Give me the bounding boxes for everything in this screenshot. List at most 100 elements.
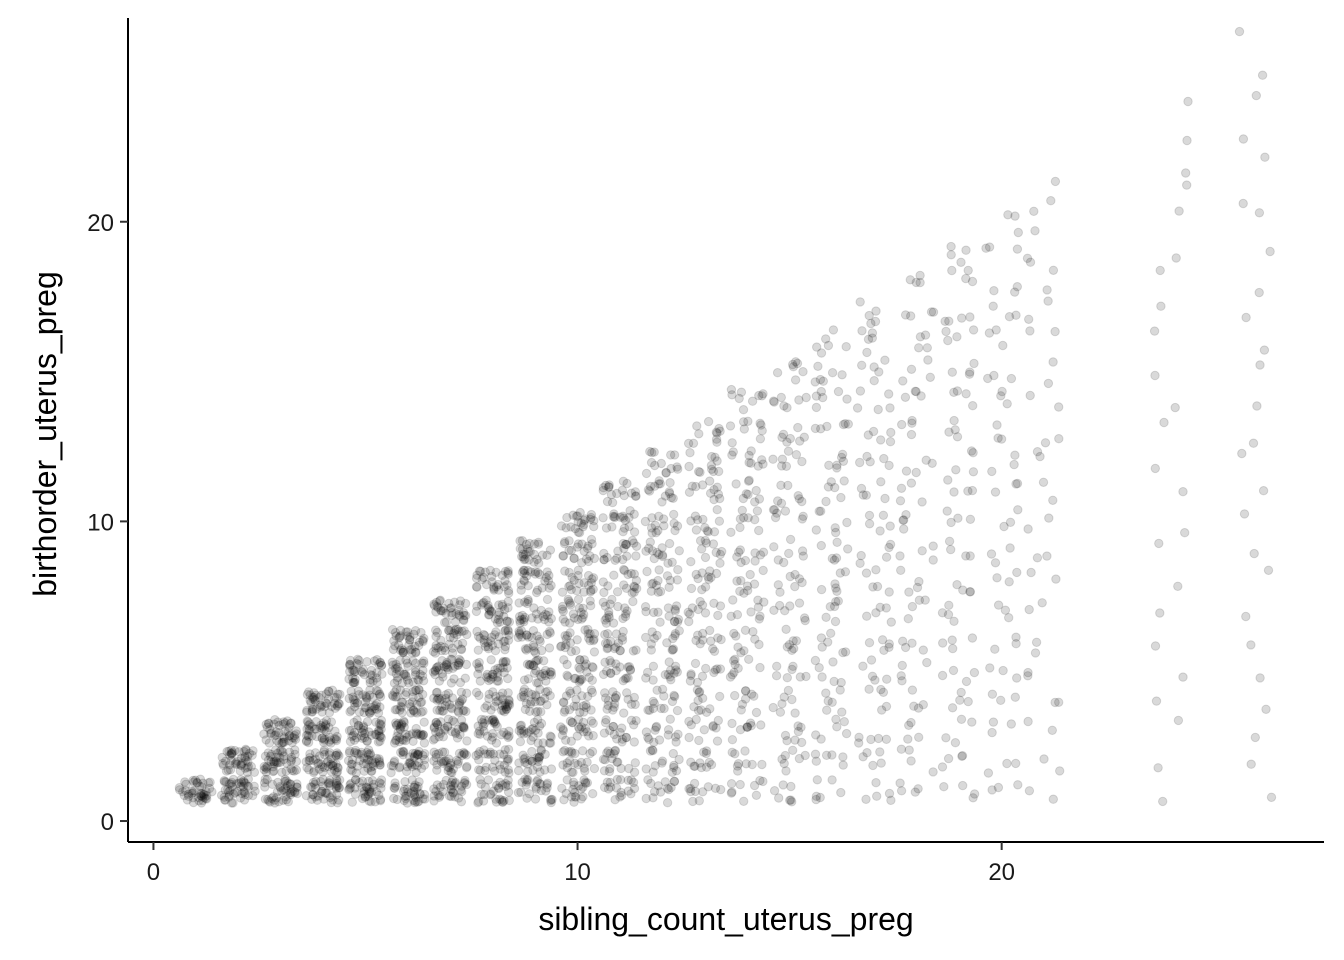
data-point bbox=[615, 662, 625, 672]
data-point bbox=[312, 731, 322, 742]
data-point bbox=[686, 583, 697, 594]
data-point bbox=[268, 762, 278, 772]
data-point bbox=[949, 415, 959, 426]
data-point bbox=[827, 775, 837, 785]
data-point bbox=[1025, 326, 1035, 336]
data-point bbox=[829, 601, 840, 612]
data-point bbox=[240, 752, 250, 762]
data-point bbox=[292, 788, 303, 799]
data-point bbox=[560, 705, 570, 715]
data-point bbox=[243, 761, 254, 772]
data-point bbox=[783, 685, 794, 696]
data-point bbox=[364, 796, 374, 806]
data-point bbox=[822, 421, 832, 432]
data-point bbox=[780, 750, 790, 761]
data-point bbox=[325, 775, 335, 785]
data-point bbox=[855, 386, 866, 396]
data-point bbox=[268, 766, 278, 777]
data-point bbox=[217, 752, 227, 763]
data-point bbox=[969, 667, 980, 678]
data-point bbox=[1181, 168, 1191, 178]
data-point bbox=[700, 552, 711, 563]
data-point bbox=[861, 568, 872, 578]
data-point bbox=[321, 716, 332, 726]
data-point bbox=[269, 759, 279, 769]
data-point bbox=[389, 793, 399, 804]
data-point bbox=[302, 705, 312, 716]
data-point bbox=[262, 722, 272, 732]
data-point bbox=[1174, 206, 1184, 216]
data-point bbox=[246, 761, 257, 772]
data-point bbox=[221, 766, 232, 776]
data-point bbox=[324, 722, 334, 733]
data-point bbox=[280, 774, 290, 785]
data-point bbox=[993, 600, 1004, 610]
data-point bbox=[897, 660, 907, 671]
data-point bbox=[901, 466, 912, 476]
data-point bbox=[331, 789, 342, 800]
data-point bbox=[362, 657, 372, 667]
data-point bbox=[1050, 176, 1061, 187]
data-point bbox=[817, 672, 827, 682]
data-point bbox=[220, 795, 231, 805]
data-point bbox=[579, 655, 589, 665]
data-point bbox=[586, 601, 596, 611]
data-point bbox=[310, 779, 320, 789]
data-point bbox=[1004, 312, 1015, 322]
data-point bbox=[712, 456, 722, 466]
data-point bbox=[324, 777, 334, 788]
data-point bbox=[545, 545, 556, 555]
data-point bbox=[1178, 487, 1188, 497]
data-point bbox=[366, 787, 377, 798]
data-point bbox=[988, 717, 999, 727]
data-point bbox=[330, 698, 340, 709]
data-point bbox=[1032, 553, 1043, 563]
data-point bbox=[374, 690, 384, 700]
data-point bbox=[885, 521, 895, 531]
data-point bbox=[1004, 613, 1014, 623]
data-point bbox=[948, 665, 959, 676]
data-point bbox=[369, 779, 379, 789]
data-point bbox=[491, 797, 502, 807]
data-point bbox=[269, 719, 279, 729]
data-point bbox=[275, 781, 285, 792]
data-point bbox=[836, 492, 846, 503]
data-point bbox=[332, 776, 342, 786]
data-point bbox=[520, 704, 531, 715]
data-point bbox=[669, 509, 679, 520]
data-point bbox=[621, 609, 631, 619]
data-point bbox=[263, 748, 273, 758]
data-point bbox=[605, 599, 615, 609]
data-point bbox=[327, 791, 337, 801]
data-point bbox=[669, 776, 680, 786]
data-point bbox=[309, 692, 319, 703]
data-point bbox=[794, 395, 804, 405]
data-point bbox=[311, 724, 321, 734]
data-point bbox=[460, 673, 470, 683]
data-point bbox=[228, 774, 239, 785]
data-point bbox=[271, 793, 282, 803]
data-point bbox=[457, 694, 468, 704]
data-point bbox=[1023, 667, 1033, 678]
data-point bbox=[1159, 417, 1169, 428]
data-point bbox=[899, 524, 909, 534]
data-point bbox=[768, 396, 779, 406]
data-point bbox=[286, 755, 297, 765]
data-point bbox=[318, 722, 328, 732]
data-point bbox=[603, 700, 613, 711]
data-point bbox=[965, 367, 975, 377]
data-point bbox=[358, 758, 369, 769]
data-point bbox=[715, 691, 725, 702]
data-point bbox=[284, 722, 294, 732]
y-ticks: 0 10 20 bbox=[87, 210, 128, 836]
data-point bbox=[262, 761, 272, 771]
data-point bbox=[726, 779, 737, 789]
data-point bbox=[746, 458, 756, 468]
data-point bbox=[362, 716, 373, 727]
data-point bbox=[788, 745, 798, 755]
data-point bbox=[301, 791, 312, 801]
data-point bbox=[519, 576, 530, 586]
data-point bbox=[531, 782, 541, 792]
data-point bbox=[540, 670, 550, 681]
data-point bbox=[485, 565, 495, 576]
